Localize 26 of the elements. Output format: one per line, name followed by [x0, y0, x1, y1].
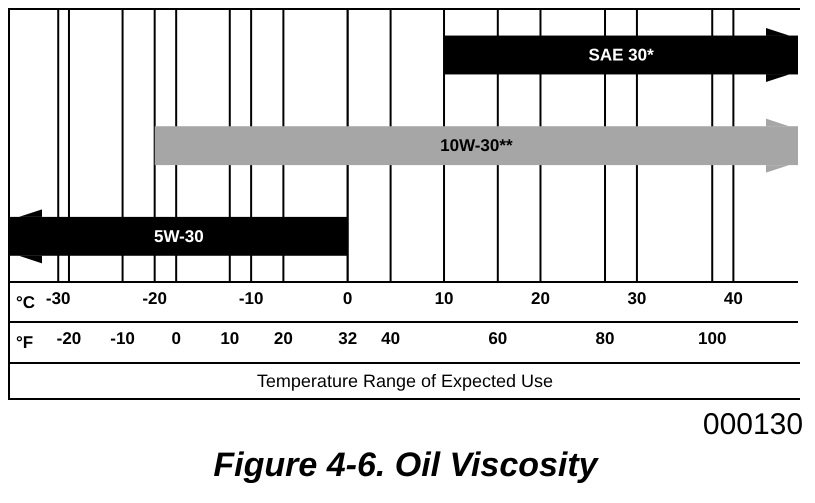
- x2-tick-label: -10: [238, 289, 264, 308]
- text: 000130: [702, 408, 803, 442]
- x2-tick-label: 10: [434, 289, 454, 308]
- x-tick-label: 100: [698, 329, 726, 348]
- y-tick-label: 10W-30**: [440, 136, 513, 156]
- x2-tick-label: 20: [531, 289, 550, 308]
- y-tick-label: 5W-30: [154, 226, 204, 246]
- x-tick-label: 40: [381, 329, 400, 348]
- y-tick-label: SAE 30*: [588, 46, 654, 64]
- x-axis-title: °F: [16, 333, 34, 352]
- text: Temperature Range of Expected Use: [10, 362, 800, 400]
- text: Figure 4-6. Oil Viscosity: [212, 446, 600, 485]
- x-tick-label: 80: [596, 329, 614, 348]
- x-tick-label: 32: [338, 329, 358, 348]
- x2-tick-label: -20: [142, 289, 167, 308]
- x2-tick-label: 40: [724, 289, 743, 308]
- x-tick-label: 0: [171, 329, 181, 348]
- x2-tick-label: -30: [46, 289, 71, 308]
- x-tick-label: 60: [488, 329, 508, 348]
- x2-tick-label: 0: [342, 289, 352, 308]
- x2-tick-label: 30: [627, 289, 646, 308]
- x-tick-label: -10: [110, 329, 135, 348]
- x2-axis-title: °C: [16, 293, 36, 312]
- x-tick-label: 20: [274, 329, 293, 348]
- x-tick-label: 10: [220, 329, 240, 348]
- x-tick-label: -20: [56, 329, 82, 348]
